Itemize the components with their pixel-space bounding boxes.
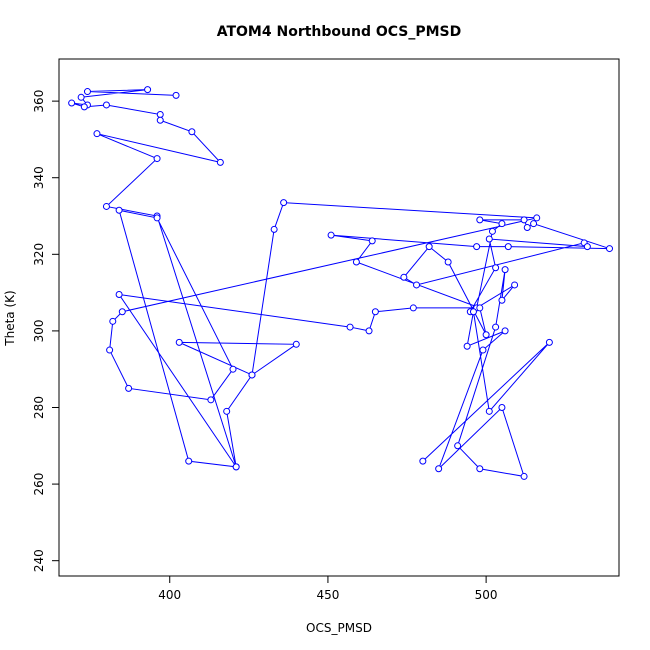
data-point: [545, 338, 553, 346]
data-point: [346, 323, 354, 331]
data-point: [185, 457, 193, 465]
data-point: [102, 202, 110, 210]
y-tick-label: 280: [32, 396, 46, 419]
data-point: [144, 86, 152, 94]
y-tick-label: 240: [32, 549, 46, 572]
data-point: [501, 327, 509, 335]
data-point: [229, 365, 237, 373]
data-point: [454, 442, 462, 450]
data-point: [175, 338, 183, 346]
data-point: [109, 317, 117, 325]
data-point: [479, 346, 487, 354]
data-point: [409, 304, 417, 312]
data-point: [520, 472, 528, 480]
data-point: [115, 291, 123, 299]
data-point: [118, 308, 126, 316]
data-point: [223, 407, 231, 415]
y-tick-label: 300: [32, 319, 46, 342]
data-point: [485, 407, 493, 415]
data-point: [188, 128, 196, 136]
data-point: [469, 308, 477, 316]
y-tick-label: 320: [32, 243, 46, 266]
data-point: [504, 243, 512, 251]
data-point: [153, 155, 161, 163]
data-point: [83, 88, 91, 96]
data-point: [327, 231, 335, 239]
y-tick-label: 360: [32, 90, 46, 113]
y-axis-label: Theta (K): [3, 290, 17, 346]
data-point: [498, 403, 506, 411]
data-point: [476, 465, 484, 473]
x-axis-label: OCS_PMSD: [306, 621, 372, 635]
data-point: [533, 214, 541, 222]
data-point: [488, 227, 496, 235]
data-point: [530, 220, 538, 228]
data-point: [400, 273, 408, 281]
data-point: [523, 224, 531, 232]
data-point: [482, 331, 490, 339]
data-point: [435, 465, 443, 473]
data-point: [125, 384, 133, 392]
data-point: [583, 243, 591, 251]
data-point: [365, 327, 373, 335]
data-point: [476, 216, 484, 224]
data-point: [93, 130, 101, 138]
data-point: [115, 206, 123, 214]
data-point: [444, 258, 452, 266]
data-point: [501, 266, 509, 274]
data-point: [207, 396, 215, 404]
data-point: [232, 463, 240, 471]
series-line: [71, 89, 610, 478]
data-point: [606, 245, 614, 253]
chart-title: ATOM4 Northbound OCS_PMSD: [217, 24, 462, 40]
data-point: [511, 281, 519, 289]
y-axis: 240 260 280 300 320 340 360: [32, 90, 60, 572]
series-points: [68, 86, 614, 480]
data-point: [371, 308, 379, 316]
y-tick-label: 340: [32, 166, 46, 189]
data-point: [463, 342, 471, 350]
data-point: [498, 296, 506, 304]
data-point: [80, 103, 88, 111]
y-tick-label: 260: [32, 473, 46, 496]
x-tick-label: 450: [316, 588, 339, 602]
data-point: [520, 216, 528, 224]
data-point: [498, 220, 506, 228]
data-point: [492, 323, 500, 331]
data-point: [248, 371, 256, 379]
data-point: [172, 91, 180, 99]
x-tick-label: 400: [158, 588, 181, 602]
data-point: [425, 243, 433, 251]
data-point: [156, 111, 164, 119]
data-point: [280, 199, 288, 207]
data-point: [292, 340, 300, 348]
data-point: [413, 281, 421, 289]
data-point: [368, 237, 376, 245]
data-point: [352, 258, 360, 266]
data-point: [216, 158, 224, 166]
data-point: [156, 116, 164, 124]
data-point: [492, 264, 500, 272]
data-point: [270, 225, 278, 233]
data-point: [102, 101, 110, 109]
data-point: [419, 457, 427, 465]
data-point: [476, 304, 484, 312]
x-axis: 400 450 500: [158, 575, 498, 602]
data-point: [485, 235, 493, 243]
data-point: [68, 99, 76, 107]
data-point: [77, 93, 85, 101]
data-point: [473, 243, 481, 251]
data-point: [106, 346, 114, 354]
x-tick-label: 500: [475, 588, 498, 602]
data-point: [153, 214, 161, 222]
